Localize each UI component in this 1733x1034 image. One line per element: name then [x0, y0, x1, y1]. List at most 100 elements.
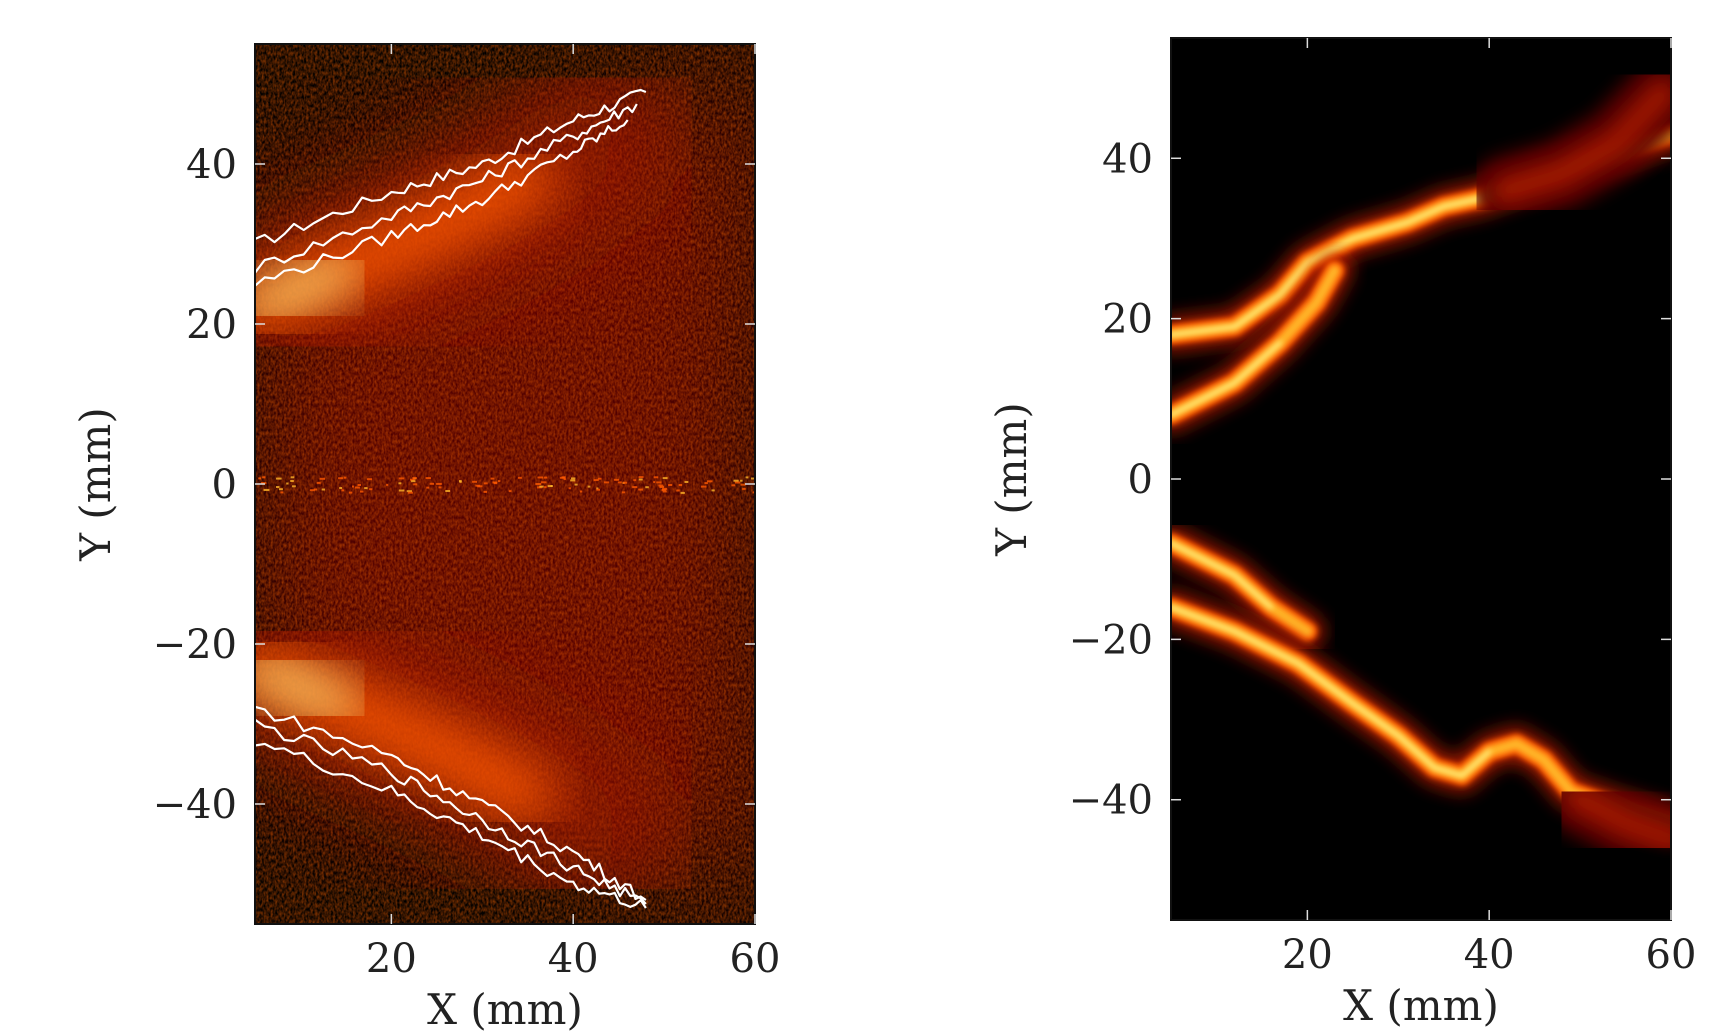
- panel-a-centerline-speck: [678, 484, 683, 486]
- panel-b-xtick-label: 60: [1646, 932, 1697, 978]
- panel-a-centerline-speck: [352, 485, 355, 488]
- panel-b-ligament-mid: [1493, 80, 1671, 205]
- panel-a-centerline-speck: [731, 484, 736, 487]
- panel-a-xtick-label: 60: [730, 936, 781, 982]
- panel-a-xlabel: X (mm): [427, 985, 583, 1034]
- panel-a-centerline-speck: [658, 484, 664, 487]
- panel-b-xtick-label: 20: [1282, 932, 1333, 978]
- panel-a-centerline-speck: [684, 481, 689, 483]
- panel-a-ylabel: Y (mm): [71, 407, 120, 562]
- panel-a-centerline-speck: [483, 490, 488, 493]
- panel-a-centerline-speck: [638, 476, 644, 479]
- panel-a-centerline-speck: [438, 486, 442, 489]
- panel-a-centerline-speck: [535, 483, 542, 485]
- panel-a-centerline-speck: [633, 479, 637, 482]
- panel-b-xlabel: X (mm): [1343, 981, 1499, 1030]
- panel-a-centerline-speck: [407, 491, 413, 494]
- panel-b-ligament-core: [1171, 196, 1483, 337]
- panel-a-centerline-speck: [676, 489, 680, 492]
- panel-a-centerline-speck: [544, 476, 548, 479]
- panel-b-ligament-lower-plume: [1545, 764, 1671, 875]
- panel-b-ligament-mid: [1566, 785, 1671, 854]
- panel-a-axes: 20 40 60 40 20 0 −20 −40 X (mm) Y (mm): [71, 43, 781, 1034]
- panel-a-centerline-speck: [733, 479, 739, 482]
- panel-a-contour-lower-1: [255, 705, 647, 901]
- panel-a-centerline-speck: [517, 476, 522, 479]
- panel-b-ytick-label: 0: [1128, 457, 1153, 503]
- panel-a-centerline-speck: [740, 483, 746, 486]
- panel-a-centerline-speck: [622, 491, 626, 494]
- panel-a-ytick-label: 40: [186, 142, 237, 188]
- panel-a-centerline-speck: [349, 491, 353, 494]
- panel-a-centerline-speck: [544, 486, 547, 489]
- panel-a-centerline-speck: [498, 480, 501, 483]
- panel-a-centerline-speck: [369, 488, 373, 491]
- panel-a-centerline-speck: [742, 487, 746, 490]
- panel-a-centerline-speck: [386, 483, 389, 486]
- panel-a-centerline-speck: [364, 487, 368, 490]
- panel-a-centerline-speck: [597, 477, 602, 480]
- panel-b-ylabel: Y (mm): [987, 402, 1036, 557]
- panel-a-centerline-speck: [680, 491, 685, 494]
- panel-a-xtick-label: 20: [366, 936, 417, 982]
- panel-a-centerline-speck: [656, 481, 662, 484]
- panel-a-centerline-speck: [357, 484, 362, 486]
- panel-a-centerline-speck: [279, 488, 283, 491]
- panel-a-centerline-speck: [263, 489, 270, 491]
- panel-a-centerline-speck: [406, 490, 412, 493]
- panel-a-centerline-speck: [574, 483, 578, 486]
- panel-a-centerline-speck: [425, 477, 431, 480]
- panel-a-contour-upper-3: [255, 119, 629, 287]
- panel-a-centerline-speck: [412, 477, 417, 480]
- panel-a-centerline-speck: [593, 479, 599, 482]
- panel-a-centerline-speck: [366, 478, 373, 481]
- panel-b-ytick-label: 40: [1102, 136, 1153, 182]
- panel-b-axes: 20 40 60 40 20 0 −20 −40 X (mm) Y (mm): [987, 37, 1697, 1030]
- panel-a-centerline-speck: [662, 490, 667, 493]
- panel-a-spray-image: 20 40 60 40 20 0 −20 −40 X (mm) Y (mm): [71, 43, 781, 1034]
- panel-a-centerline-speck: [472, 480, 477, 483]
- panel-a-centerline-speck: [260, 482, 267, 485]
- panel-a-centerline-speck: [745, 476, 749, 479]
- panel-a-centerline-speck: [571, 477, 576, 480]
- panel-a-centerline-speck: [286, 482, 289, 485]
- panel-a-centerline-speck: [341, 489, 345, 492]
- panel-a-centerline-speck: [343, 476, 347, 479]
- panel-a-upper-band-core: [255, 253, 361, 323]
- panel-a-centerline-speck: [411, 480, 416, 483]
- panel-a-centerline-speck: [360, 490, 364, 493]
- panel-b-ligament-lower-inner: [1171, 526, 1325, 649]
- panel-a-centerline-speck: [596, 488, 601, 491]
- panel-a-centerline-speck: [638, 488, 643, 491]
- panel-a-contour-upper-1: [255, 88, 647, 244]
- panel-a-centerline-speck: [596, 487, 599, 490]
- panel-a-centerline-speck: [258, 477, 262, 480]
- panel-a-centerline-speck: [316, 481, 321, 484]
- panel-a-centerline-speck: [662, 487, 668, 490]
- panel-a-ytick-label: 20: [186, 302, 237, 348]
- panel-a-centerline-speck: [752, 491, 755, 494]
- panel-a-centerline-speck: [354, 486, 360, 489]
- panel-b-ligament-core: [1171, 541, 1273, 610]
- panel-a-centerline-speck: [563, 478, 566, 481]
- panel-a-centerline-speck: [280, 491, 284, 494]
- panel-a-centerline-speck: [492, 481, 498, 484]
- panel-a-centerline-speck: [547, 485, 553, 488]
- panel-a-centerline-speck: [292, 485, 296, 488]
- panel-b-ytick-label: −20: [1069, 617, 1153, 663]
- panel-a-centerline-speck: [321, 488, 325, 491]
- panel-a-centerline-speck: [398, 477, 405, 480]
- panel-a-lower-band-core: [255, 653, 361, 723]
- panel-b-xtick-label: 40: [1464, 932, 1515, 978]
- panel-a-centerline-speck: [632, 486, 638, 489]
- panel-a-centerline-speck: [290, 476, 295, 479]
- panel-a-centerline-speck: [653, 481, 656, 484]
- panel-a-centerline-speck: [338, 477, 344, 480]
- panel-a-ytick-label: −20: [153, 622, 237, 668]
- panel-a-centerline-speck: [319, 477, 326, 480]
- panel-a-centerline-speck: [276, 477, 282, 480]
- panel-a-centerline-speck: [700, 485, 707, 488]
- panel-a-centerline-speck: [704, 482, 708, 485]
- panel-a-centerline-speck: [668, 484, 673, 486]
